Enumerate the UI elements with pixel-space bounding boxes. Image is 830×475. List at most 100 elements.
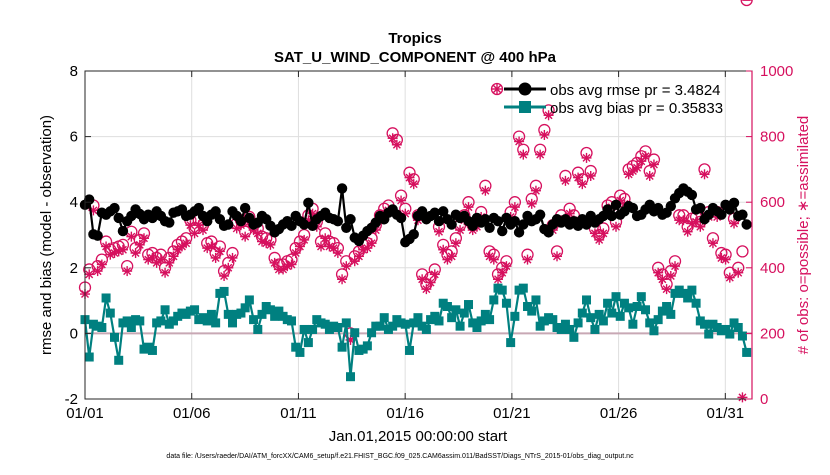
rmse-point bbox=[513, 227, 525, 238]
obs-assimilated-point bbox=[636, 156, 647, 167]
rmse-point bbox=[467, 220, 478, 232]
y-right-axis-label: # of obs: o=possible; ∗=assimilated bbox=[795, 116, 812, 355]
bias-point bbox=[573, 318, 583, 328]
bias-point bbox=[337, 342, 347, 352]
bias-point bbox=[628, 319, 638, 329]
bias-point bbox=[84, 352, 94, 362]
rmse-point bbox=[497, 225, 508, 237]
bias-point bbox=[160, 305, 170, 315]
rmse-point bbox=[716, 209, 727, 220]
bias-point bbox=[556, 324, 566, 334]
legend-rmse-marker bbox=[518, 82, 532, 96]
bias-point bbox=[548, 315, 558, 325]
x-tick-label: 01/16 bbox=[386, 405, 424, 422]
bias-point bbox=[704, 329, 714, 339]
obs-assimilated-point bbox=[657, 274, 668, 285]
rmse-point bbox=[438, 206, 449, 217]
bias-point bbox=[265, 305, 275, 315]
obs-assimilated-point bbox=[290, 248, 301, 259]
obs-assimilated-point bbox=[518, 149, 529, 160]
obs-assimilated-point bbox=[720, 254, 731, 265]
rmse-point bbox=[235, 216, 247, 227]
bias-point bbox=[560, 319, 570, 329]
bias-point bbox=[190, 305, 200, 315]
bias-point bbox=[535, 321, 545, 331]
bias-point bbox=[375, 321, 385, 331]
bias-point bbox=[206, 309, 216, 319]
obs-assimilated-point bbox=[210, 252, 221, 263]
legend-bias-marker bbox=[519, 101, 531, 113]
bias-point bbox=[421, 324, 431, 334]
y-right-tick-label: 0 bbox=[760, 391, 768, 408]
bias-point bbox=[219, 286, 229, 296]
obs-assimilated-point bbox=[455, 225, 466, 236]
obs-assimilated-point bbox=[219, 271, 230, 281]
rmse-series-layer bbox=[79, 183, 752, 248]
bias-point bbox=[485, 315, 495, 325]
bias-point bbox=[299, 324, 309, 334]
obs-assimilated-point bbox=[84, 269, 95, 280]
obs-assimilated-point bbox=[493, 274, 504, 285]
bias-point bbox=[434, 316, 444, 326]
obs-assimilated-point bbox=[404, 172, 415, 183]
bias-point bbox=[459, 308, 469, 318]
bias-point bbox=[244, 295, 254, 305]
obs-assimilated-point bbox=[509, 202, 520, 213]
obs-assimilated-point bbox=[699, 169, 710, 180]
rmse-point bbox=[484, 222, 495, 233]
obs-assimilated-point bbox=[130, 248, 141, 259]
x-axis-label: Jan.01,2015 00:00:00 start bbox=[329, 428, 508, 445]
bias-point bbox=[624, 303, 634, 313]
bias-point bbox=[274, 306, 284, 316]
bias-point bbox=[683, 293, 693, 303]
bias-point bbox=[531, 295, 541, 305]
bias-point bbox=[586, 313, 596, 323]
legend-bias-label: obs avg bias pr = 0.35833 bbox=[550, 100, 723, 117]
rmse-point bbox=[627, 202, 639, 214]
obs-assimilated-point bbox=[134, 239, 145, 250]
bias-point bbox=[287, 316, 297, 326]
bias-point bbox=[611, 292, 621, 302]
bias-point bbox=[506, 338, 516, 348]
bias-point bbox=[430, 311, 440, 321]
bias-point bbox=[211, 318, 221, 328]
rmse-point bbox=[113, 212, 124, 224]
bias-point bbox=[641, 305, 651, 315]
bias-point bbox=[657, 306, 667, 316]
bias-point bbox=[666, 309, 676, 319]
obs-assimilated-point bbox=[640, 151, 651, 162]
bias-point bbox=[105, 308, 115, 318]
bias-point bbox=[97, 322, 107, 332]
obs-assimilated-point bbox=[573, 172, 584, 183]
y-right-tick-label: 1000 bbox=[760, 63, 793, 80]
rmse-point bbox=[223, 219, 234, 230]
bias-point bbox=[147, 345, 157, 355]
y-left-tick-label: -2 bbox=[65, 391, 78, 408]
obs-assimilated-point bbox=[594, 234, 605, 245]
chart-subtitle: SAT_U_WIND_COMPONENT @ 400 hPa bbox=[274, 49, 557, 66]
bias-point bbox=[405, 345, 415, 355]
y-right-tick-label: 800 bbox=[760, 129, 785, 146]
y-left-axis-ticks: -2 0 2 4 6 8 bbox=[65, 63, 91, 408]
bias-point bbox=[388, 321, 398, 331]
rmse-point bbox=[286, 220, 297, 232]
x-tick-label: 01/06 bbox=[173, 405, 211, 422]
rmse-point bbox=[395, 212, 407, 224]
obs-assimilated-point bbox=[480, 185, 491, 196]
obs-assimilated-point bbox=[198, 225, 209, 236]
obs-assimilated-point bbox=[552, 251, 563, 262]
bias-point bbox=[569, 332, 579, 342]
bias-point bbox=[455, 321, 465, 331]
bias-point bbox=[346, 372, 356, 382]
obs-assimilated-point bbox=[265, 239, 276, 250]
rmse-point bbox=[606, 210, 618, 222]
bias-point bbox=[291, 342, 301, 352]
bias-point bbox=[350, 328, 360, 338]
bias-point bbox=[565, 324, 575, 334]
obs-assimilated-point bbox=[164, 257, 175, 268]
y-right-tick-label: 200 bbox=[760, 325, 785, 342]
bias-point bbox=[303, 338, 313, 348]
obs-assimilated-point bbox=[648, 159, 659, 170]
obs-assimilated-point bbox=[139, 233, 150, 244]
bias-point bbox=[270, 311, 280, 321]
